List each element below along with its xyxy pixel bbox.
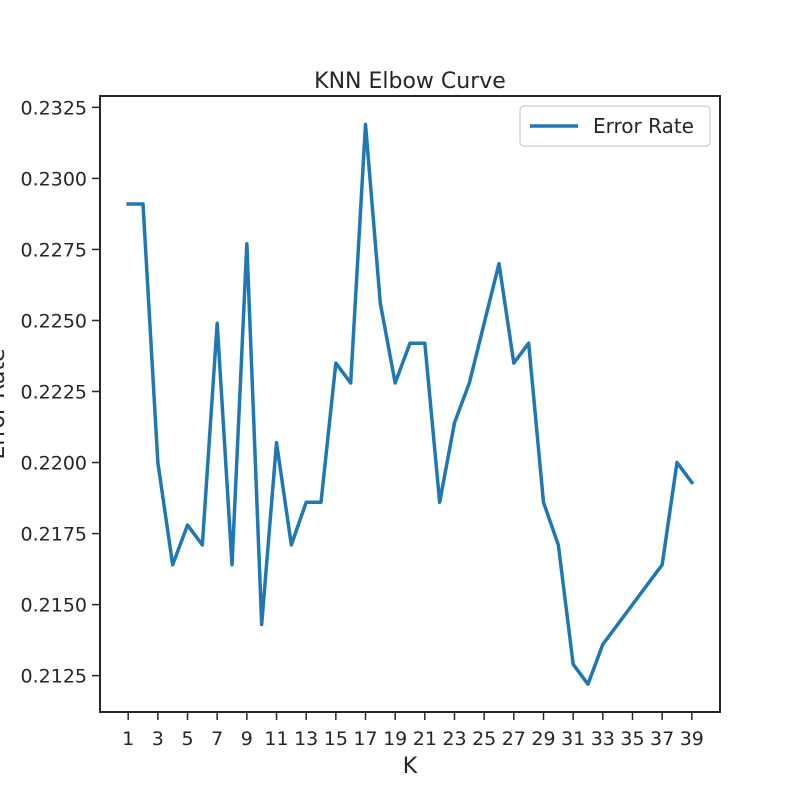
series-line-0 [126, 122, 695, 686]
x-tick-label: 25 [472, 728, 496, 750]
x-tick-label: 7 [211, 728, 223, 750]
y-axis-label: Error Rate [0, 348, 10, 459]
x-tick-label: 1 [122, 728, 134, 750]
x-tick-label: 19 [383, 728, 407, 750]
x-axis: 1 3 5 7 9 11 13 15 17 19 21 23 25 27 29 31 33 35 37 39 [122, 712, 704, 750]
x-axis-label: K [403, 754, 418, 779]
y-tick-label: 0.2200 [21, 453, 87, 475]
x-tick-label: 33 [591, 728, 615, 750]
chart-title: KNN Elbow Curve [314, 69, 506, 94]
x-tick-label: 13 [294, 728, 318, 750]
x-tick-label: 17 [353, 728, 377, 750]
x-tick-label: 3 [152, 728, 164, 750]
y-tick-label: 0.2275 [21, 239, 87, 261]
legend-label: Error Rate [593, 114, 694, 138]
x-tick-label: 21 [413, 728, 437, 750]
y-tick-label: 0.2150 [21, 595, 87, 617]
y-tick-label: 0.2125 [21, 666, 87, 688]
x-tick-label: 31 [561, 728, 585, 750]
x-tick-label: 23 [442, 728, 466, 750]
x-tick-label: 29 [531, 728, 555, 750]
axes-frame [99, 95, 721, 713]
y-tick-label: 0.2325 [21, 97, 87, 119]
y-tick-label: 0.2250 [21, 310, 87, 332]
x-tick-label: 39 [680, 728, 704, 750]
x-tick-label: 27 [502, 728, 526, 750]
x-tick-label: 5 [181, 728, 193, 750]
x-tick-label: 11 [264, 728, 288, 750]
legend-box [519, 105, 711, 147]
y-tick-label: 0.2300 [21, 168, 87, 190]
legend: Error Rate [519, 105, 711, 147]
y-axis: 0.2125 0.2150 0.2175 0.2200 0.2225 0.2250 0.22… [21, 97, 100, 688]
plot-area [99, 95, 721, 713]
x-tick-label: 37 [650, 728, 674, 750]
x-tick-label: 9 [241, 728, 253, 750]
y-tick-label: 0.2225 [21, 381, 87, 403]
x-tick-label: 35 [620, 728, 644, 750]
y-tick-label: 0.2175 [21, 524, 87, 546]
x-tick-label: 15 [324, 728, 348, 750]
